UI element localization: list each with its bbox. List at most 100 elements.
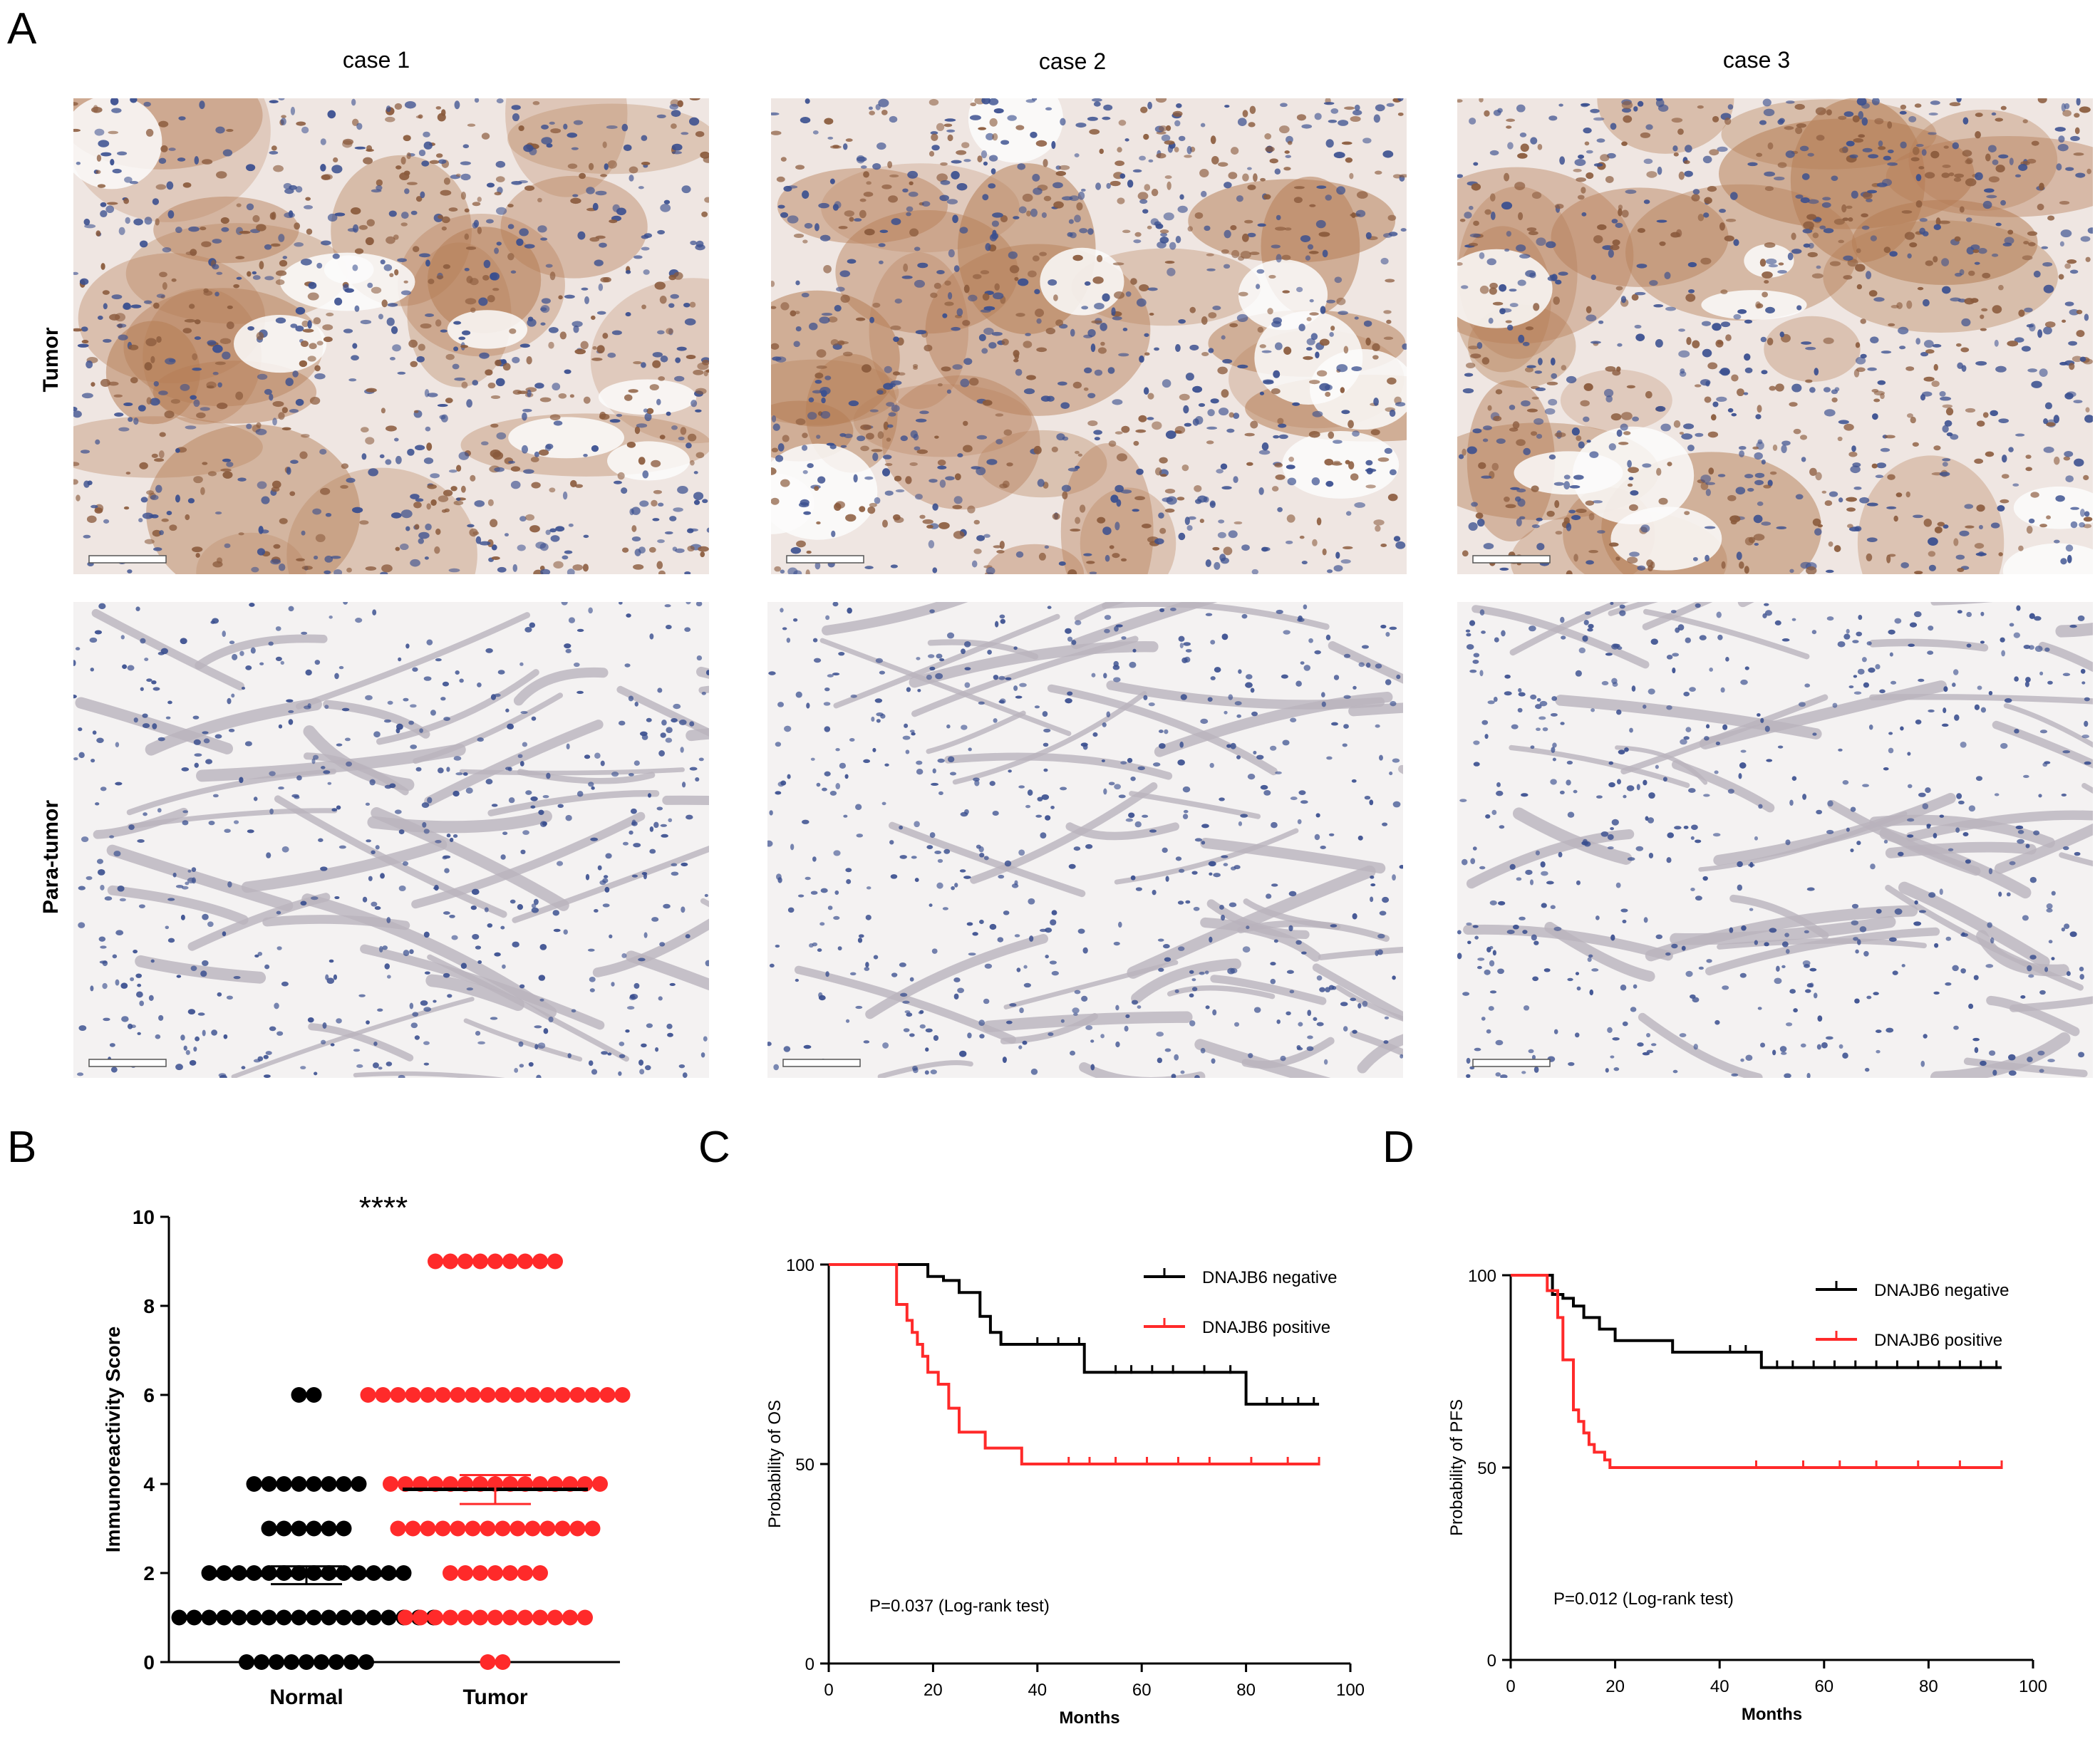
- b-data-point: [314, 1654, 329, 1670]
- b-data-point: [517, 1565, 533, 1581]
- panel-label-c: C: [698, 1123, 730, 1172]
- b-data-point: [592, 1476, 608, 1492]
- micrograph-case2-para-tumor: [767, 602, 1403, 1078]
- d-legend-label: DNAJB6 negative: [1874, 1281, 2009, 1300]
- b-data-point: [383, 1476, 398, 1492]
- d-y-axis-title: Probability of PFS: [1447, 1399, 1467, 1536]
- b-data-point: [584, 1520, 601, 1537]
- b-data-point: [510, 1387, 526, 1403]
- b-data-point: [375, 1387, 391, 1403]
- b-data-point: [465, 1520, 481, 1537]
- panel-label-b: B: [7, 1123, 37, 1172]
- b-data-point: [450, 1387, 466, 1403]
- b-data-point: [398, 1609, 413, 1626]
- b-data-point: [502, 1253, 518, 1270]
- b-data-point: [246, 1476, 262, 1492]
- b-data-point: [254, 1654, 269, 1670]
- b-data-point: [276, 1565, 292, 1581]
- b-data-point: [532, 1609, 548, 1626]
- micrograph-case3-para-tumor: [1457, 602, 2093, 1078]
- d-x-tick-label: 80: [1919, 1677, 1938, 1696]
- d-series-line-2: [1511, 1274, 2002, 1469]
- b-data-point: [435, 1520, 451, 1537]
- b-data-point: [231, 1609, 247, 1626]
- panel-label-a: A: [7, 4, 37, 53]
- d-x-tick-label: 100: [2019, 1677, 2047, 1696]
- b-data-point: [276, 1609, 292, 1626]
- b-data-point: [487, 1609, 503, 1626]
- b-data-point: [306, 1520, 322, 1537]
- b-data-point: [390, 1520, 406, 1537]
- b-data-point: [366, 1565, 382, 1581]
- d-x-tick-label: 20: [1605, 1677, 1625, 1696]
- b-data-point: [480, 1387, 496, 1403]
- b-data-point: [413, 1609, 428, 1626]
- b-data-point: [291, 1609, 307, 1626]
- case-label-3: case 3: [1722, 47, 1791, 73]
- b-data-point: [216, 1609, 232, 1626]
- d-y-tick-label: 50: [1477, 1459, 1496, 1478]
- b-data-point: [351, 1565, 367, 1581]
- b-data-point: [502, 1565, 518, 1581]
- b-data-point: [291, 1387, 307, 1403]
- b-data-point: [472, 1565, 488, 1581]
- b-data-point: [569, 1520, 586, 1537]
- c-pvalue-annotation: P=0.037 (Log-rank test): [869, 1597, 1050, 1616]
- b-data-point: [428, 1609, 443, 1626]
- b-data-point: [428, 1253, 443, 1270]
- b-data-point: [329, 1654, 344, 1670]
- b-y-tick-label: 2: [143, 1562, 155, 1584]
- b-data-point: [306, 1565, 322, 1581]
- b-data-point: [457, 1609, 473, 1626]
- micrograph-case2-tumor: [771, 98, 1407, 574]
- c-x-tick-label: 40: [1028, 1681, 1047, 1700]
- b-data-point: [577, 1609, 593, 1626]
- b-data-point: [299, 1654, 314, 1670]
- b-y-axis-title: Immunoreactivity Score: [102, 1327, 124, 1552]
- b-data-point: [276, 1520, 292, 1537]
- b-data-point: [517, 1253, 533, 1270]
- b-data-point: [216, 1565, 232, 1581]
- c-x-tick-label: 20: [924, 1681, 943, 1700]
- c-series-line-1: [829, 1263, 1320, 1406]
- b-data-point: [472, 1609, 488, 1626]
- b-data-point: [539, 1520, 556, 1537]
- b-data-point: [201, 1565, 217, 1581]
- b-data-point: [246, 1609, 262, 1626]
- b-data-point: [480, 1520, 496, 1537]
- b-data-point: [276, 1476, 292, 1492]
- b-data-point: [186, 1609, 202, 1626]
- d-series-line-1: [1511, 1274, 2002, 1369]
- b-data-point: [443, 1609, 458, 1626]
- b-data-point: [457, 1253, 473, 1270]
- b-data-point: [306, 1387, 322, 1403]
- b-data-point: [269, 1654, 284, 1670]
- b-y-tick-label: 10: [133, 1206, 155, 1228]
- b-data-point: [336, 1520, 352, 1537]
- b-data-point: [351, 1609, 367, 1626]
- b-data-point: [231, 1565, 247, 1581]
- b-data-point: [381, 1609, 397, 1626]
- b-data-point: [351, 1476, 367, 1492]
- d-x-tick-label: 0: [1506, 1677, 1515, 1696]
- b-data-point: [517, 1609, 533, 1626]
- b-x-category-label: Normal: [269, 1686, 343, 1709]
- b-data-point: [547, 1253, 563, 1270]
- b-data-point: [480, 1654, 496, 1670]
- b-data-point: [450, 1520, 466, 1537]
- b-data-point: [306, 1476, 322, 1492]
- b-data-point: [261, 1565, 277, 1581]
- b-data-point: [420, 1387, 436, 1403]
- b-data-point: [457, 1565, 473, 1581]
- micrograph-case1-para-tumor: [73, 602, 709, 1078]
- b-data-point: [246, 1565, 262, 1581]
- b-data-point: [336, 1609, 352, 1626]
- b-data-point: [321, 1565, 337, 1581]
- b-data-point: [487, 1253, 503, 1270]
- d-x-tick-label: 40: [1710, 1677, 1729, 1696]
- b-data-point: [171, 1609, 187, 1626]
- c-x-tick-label: 80: [1236, 1681, 1256, 1700]
- b-data-point: [502, 1609, 518, 1626]
- c-x-tick-label: 60: [1132, 1681, 1152, 1700]
- b-data-point: [465, 1387, 481, 1403]
